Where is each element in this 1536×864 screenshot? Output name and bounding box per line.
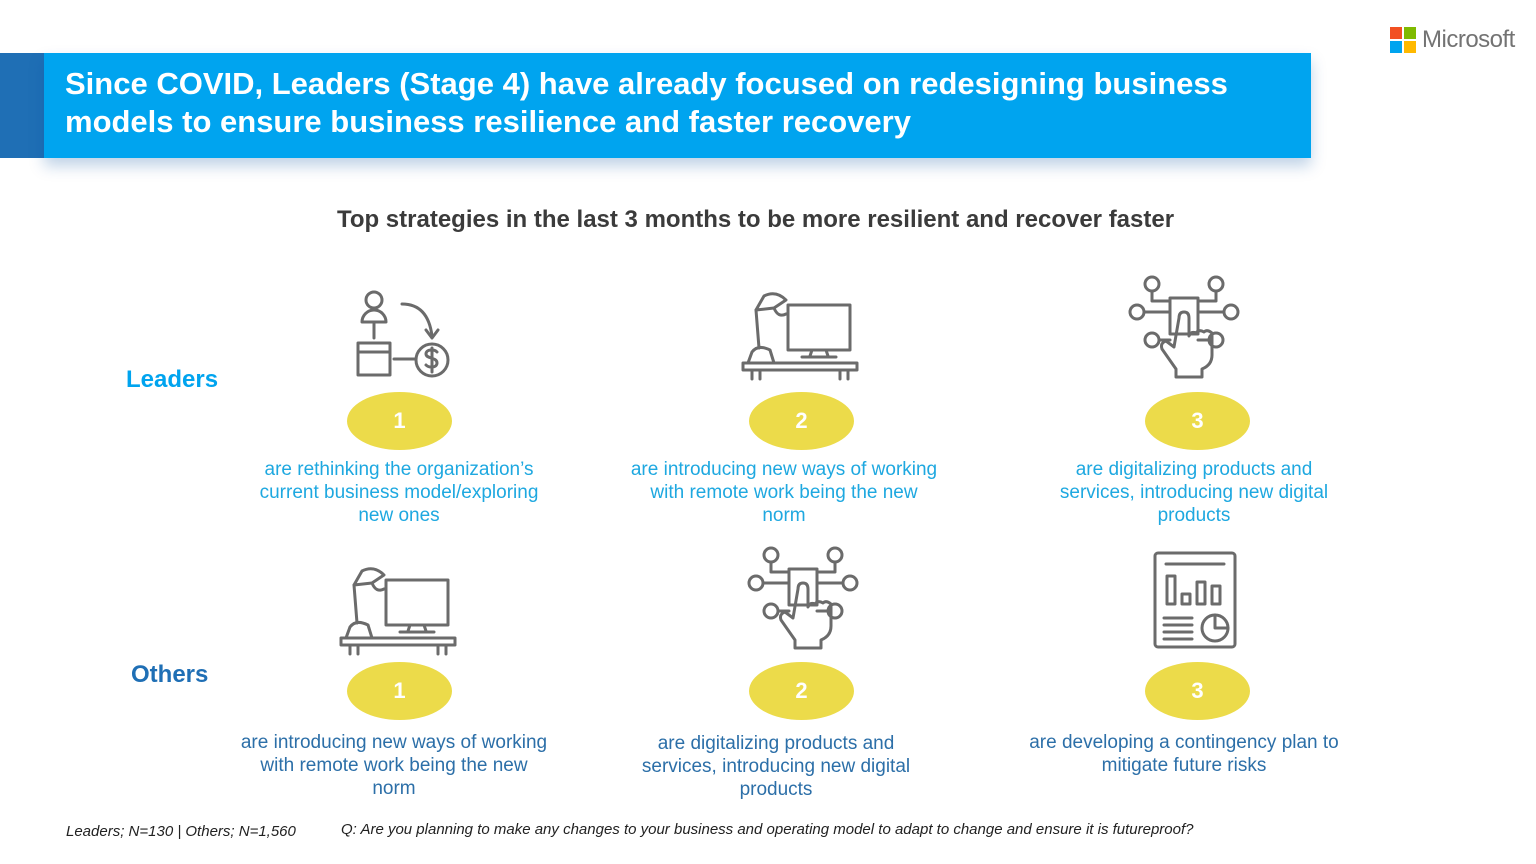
others-item-2-text: are digitalizing products and services, …	[641, 733, 911, 800]
leaders-label: Leaders	[126, 366, 219, 393]
leaders-item-3-text: are digitalizing products and services, …	[1059, 459, 1329, 526]
business-model-icon	[356, 290, 450, 378]
survey-question-note: Q: Are you planning to make any changes …	[341, 821, 1194, 838]
leaders-rank-badge-3: 3	[1145, 392, 1250, 450]
remote-desk-icon	[741, 292, 859, 381]
others-item-1-text: are introducing new ways of working with…	[240, 732, 548, 799]
title-banner: Since COVID, Leaders (Stage 4) have alre…	[44, 53, 1311, 158]
leaders-item-2-text: are introducing new ways of working with…	[630, 459, 938, 526]
leaders-rank-badge-1: 1	[347, 392, 452, 450]
banner-accent	[0, 53, 44, 158]
sample-size-note: Leaders; N=130 | Others; N=1,560	[66, 823, 296, 840]
remote-desk-icon	[339, 567, 457, 656]
section-subtitle: Top strategies in the last 3 months to b…	[336, 206, 1175, 233]
others-rank-badge-2: 2	[749, 662, 854, 720]
page-title: Since COVID, Leaders (Stage 4) have alre…	[65, 66, 1228, 139]
logo-text: Microsoft	[1422, 26, 1515, 53]
digital-touch-icon	[1128, 275, 1240, 379]
report-chart-icon	[1153, 551, 1237, 649]
others-label: Others	[131, 661, 209, 688]
microsoft-logo: Microsoft	[1390, 26, 1515, 54]
leaders-rank-badge-2: 2	[749, 392, 854, 450]
others-item-3-text: are developing a contingency plan to mit…	[1029, 732, 1339, 776]
others-rank-badge-3: 3	[1145, 662, 1250, 720]
others-rank-badge-1: 1	[347, 662, 452, 720]
leaders-item-1-text: are rethinking the organization’s curren…	[259, 459, 539, 526]
microsoft-logo-icon	[1390, 27, 1416, 53]
digital-touch-icon	[747, 546, 859, 650]
